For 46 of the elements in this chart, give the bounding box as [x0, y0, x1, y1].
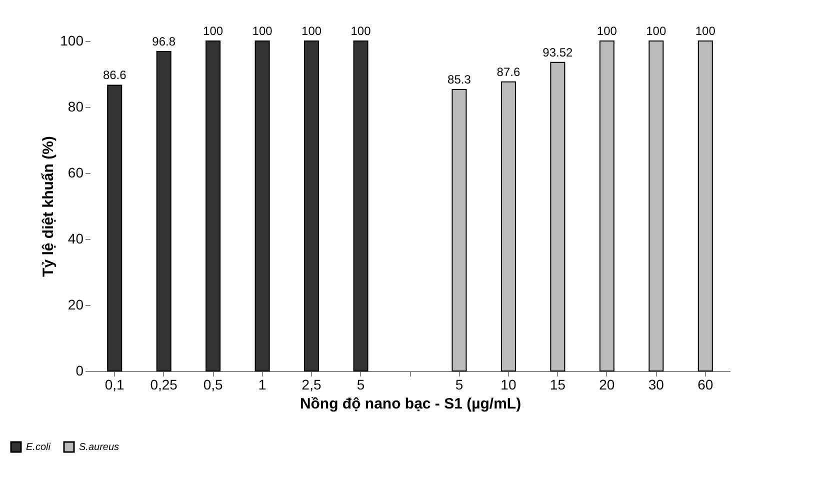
- x-tick-label: 5: [356, 376, 365, 392]
- data-label: 100: [350, 24, 372, 38]
- bar: [254, 40, 270, 372]
- bar: [156, 51, 172, 372]
- data-label: 87.6: [496, 64, 520, 79]
- x-tick-label: 1: [258, 376, 266, 392]
- legend-label: S.aureus: [79, 442, 120, 453]
- x-axis-title: Nồng độ nano bạc - S1 (µg/mL): [300, 396, 522, 412]
- x-tick-label: 2,5: [302, 376, 322, 392]
- bar: [550, 62, 566, 372]
- bar: [206, 40, 221, 372]
- data-label: 96.8: [152, 34, 176, 49]
- y-tick-label: 80: [68, 98, 84, 114]
- y-tick-label: 20: [68, 296, 84, 312]
- x-tick-label: 15: [550, 376, 566, 392]
- x-tick-label: 0,5: [203, 376, 224, 392]
- data-label: 100: [302, 24, 322, 38]
- bar: [648, 40, 664, 372]
- y-tick-label: 100: [60, 32, 84, 48]
- data-label: 100: [252, 24, 273, 38]
- x-tick-label: 0,25: [150, 376, 178, 392]
- x-tick-label: 10: [500, 376, 516, 392]
- y-axis-title: Tỷ lệ diệt khuẩn (%): [40, 136, 58, 277]
- bar: [452, 89, 467, 372]
- bar: [107, 84, 122, 372]
- bar: [698, 40, 713, 372]
- data-label: 100: [203, 24, 224, 38]
- x-tick-label: 5: [455, 376, 464, 392]
- data-label: 100: [596, 24, 618, 38]
- x-tick-label: 30: [648, 376, 664, 392]
- data-label: 86.6: [102, 68, 127, 82]
- data-label: 100: [646, 24, 666, 38]
- x-tick-label: 20: [599, 376, 615, 392]
- y-tick-label: 0: [76, 362, 84, 378]
- data-label: 93.52: [542, 45, 574, 60]
- legend-label: E.coli: [26, 442, 52, 453]
- y-tick-label: 40: [68, 230, 84, 246]
- data-label: 85.3: [448, 72, 472, 87]
- data-label: 100: [695, 24, 716, 38]
- bar: [304, 40, 320, 372]
- bar: [353, 40, 368, 372]
- bar: [500, 81, 516, 372]
- x-tick-label: 60: [698, 376, 714, 392]
- x-tick-label: 0,1: [104, 376, 125, 392]
- bar: [599, 40, 614, 372]
- y-tick-label: 60: [68, 164, 84, 180]
